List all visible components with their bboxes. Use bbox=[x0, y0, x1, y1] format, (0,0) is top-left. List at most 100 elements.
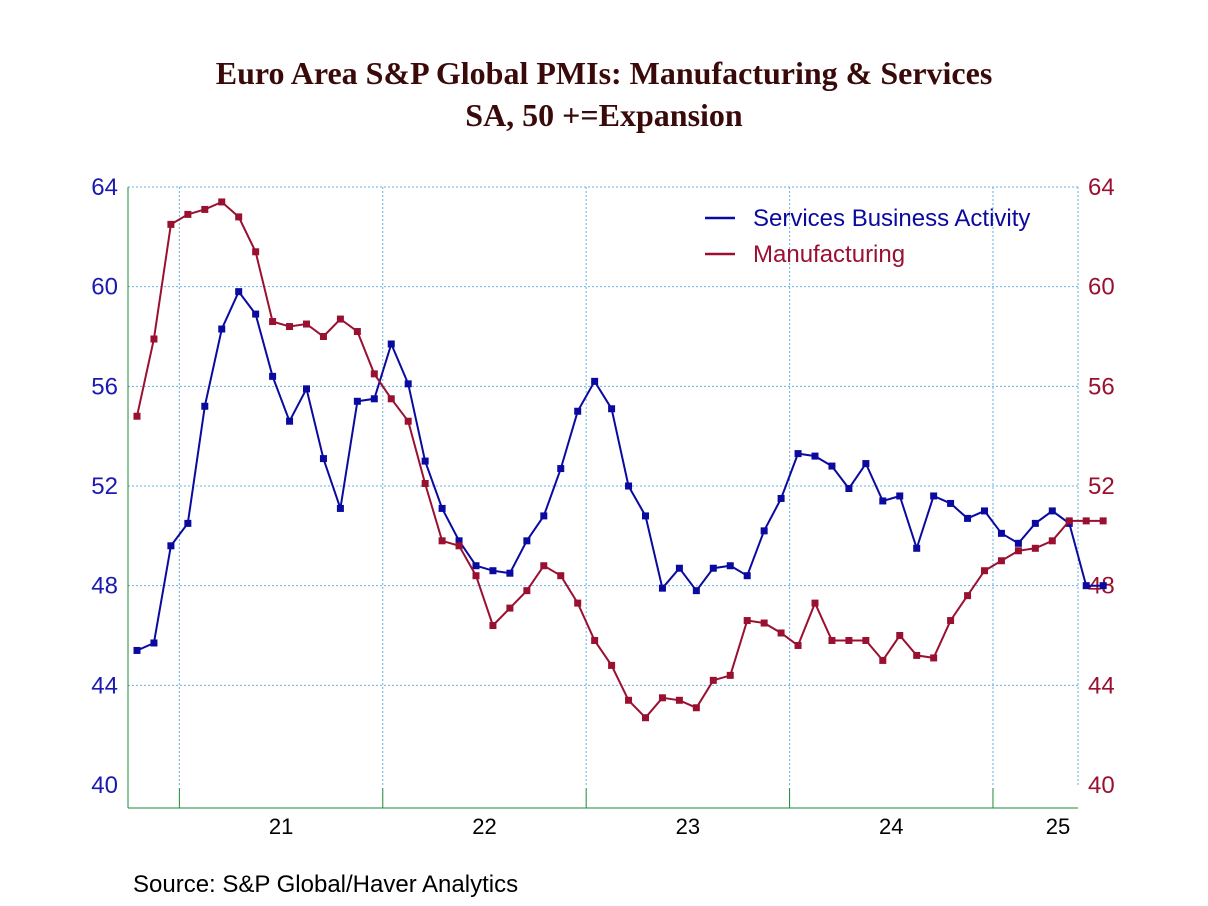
data-point bbox=[1014, 539, 1022, 547]
data-point bbox=[879, 497, 887, 505]
legend: Services Business Activity Manufacturing bbox=[705, 205, 1030, 268]
data-point bbox=[319, 455, 327, 463]
data-point bbox=[997, 557, 1005, 565]
data-point bbox=[387, 395, 395, 403]
data-point bbox=[675, 696, 683, 704]
data-point bbox=[133, 412, 141, 420]
y-tick-left: 44 bbox=[91, 672, 118, 699]
y-tick-right: 52 bbox=[1088, 473, 1115, 500]
series bbox=[133, 198, 1107, 722]
data-point bbox=[472, 572, 480, 580]
data-point bbox=[167, 220, 175, 228]
data-point bbox=[709, 564, 717, 572]
data-point bbox=[981, 567, 988, 575]
data-point bbox=[608, 661, 616, 669]
data-point bbox=[879, 656, 887, 664]
data-point bbox=[1031, 519, 1039, 527]
series-line bbox=[136, 200, 1104, 720]
y-tick-right: 60 bbox=[1088, 274, 1115, 301]
series-manufacturing bbox=[133, 198, 1107, 722]
chart-title: Euro Area S&P Global PMIs: Manufacturing… bbox=[0, 52, 1208, 136]
y-tick-right: 64 bbox=[1088, 174, 1115, 201]
x-tick-label: 23 bbox=[676, 814, 700, 839]
data-point bbox=[1099, 582, 1107, 590]
data-point bbox=[353, 397, 361, 405]
data-point bbox=[557, 572, 565, 580]
data-point bbox=[981, 507, 988, 515]
data-point bbox=[1048, 537, 1056, 545]
y-tick-left: 52 bbox=[91, 473, 118, 500]
data-point bbox=[828, 462, 836, 470]
data-point bbox=[201, 205, 209, 213]
data-point bbox=[743, 617, 751, 625]
data-point bbox=[709, 676, 717, 684]
data-point bbox=[421, 457, 429, 465]
x-tick-label: 24 bbox=[879, 814, 903, 839]
data-point bbox=[692, 587, 700, 595]
data-point bbox=[1031, 544, 1039, 552]
data-point bbox=[472, 562, 480, 570]
data-point bbox=[794, 450, 802, 458]
y-tick-left: 56 bbox=[91, 373, 118, 400]
data-point bbox=[930, 492, 938, 500]
data-point bbox=[760, 619, 768, 627]
data-point bbox=[286, 323, 294, 331]
data-point bbox=[506, 569, 514, 577]
data-point bbox=[404, 380, 412, 388]
data-point bbox=[319, 333, 327, 340]
x-tick-label: 25 bbox=[1046, 814, 1070, 839]
data-point bbox=[218, 198, 226, 206]
data-point bbox=[523, 537, 531, 545]
gridlines bbox=[128, 186, 1079, 785]
series-services bbox=[133, 288, 1107, 654]
data-point bbox=[252, 310, 260, 318]
data-point bbox=[235, 288, 243, 296]
data-point bbox=[1082, 582, 1090, 590]
data-point bbox=[811, 452, 819, 460]
data-point bbox=[286, 417, 294, 425]
data-point bbox=[845, 484, 853, 492]
data-point bbox=[523, 587, 531, 595]
data-point bbox=[828, 636, 836, 644]
legend-label: Services Business Activity bbox=[753, 205, 1030, 232]
data-point bbox=[658, 694, 666, 702]
source-note: Source: S&P Global/Haver Analytics bbox=[133, 871, 519, 898]
data-point bbox=[743, 572, 751, 580]
data-point bbox=[760, 527, 768, 535]
data-point bbox=[642, 714, 649, 722]
chart-title-line1: Euro Area S&P Global PMIs: Manufacturing… bbox=[215, 55, 993, 91]
data-point bbox=[862, 636, 870, 644]
data-point bbox=[1048, 507, 1056, 515]
y-tick-left: 64 bbox=[91, 174, 118, 201]
data-point bbox=[692, 704, 700, 712]
data-point bbox=[658, 584, 666, 592]
data-point bbox=[726, 562, 734, 570]
data-point bbox=[811, 599, 819, 607]
data-point bbox=[574, 599, 582, 607]
data-point bbox=[1099, 517, 1107, 525]
data-point bbox=[387, 340, 395, 348]
data-point bbox=[964, 592, 972, 600]
y-tick-right: 44 bbox=[1088, 672, 1115, 699]
y-tick-right: 40 bbox=[1088, 772, 1115, 799]
data-point bbox=[913, 544, 921, 552]
data-point bbox=[455, 537, 463, 545]
data-point bbox=[675, 564, 683, 572]
data-point bbox=[947, 617, 955, 625]
data-point bbox=[1014, 547, 1022, 555]
axes: 40404444484852525656606064642122232425 bbox=[91, 174, 1114, 839]
data-point bbox=[794, 641, 802, 649]
data-point bbox=[269, 372, 277, 380]
data-point bbox=[591, 636, 599, 644]
data-point bbox=[1065, 517, 1073, 525]
data-point bbox=[235, 213, 243, 221]
data-point bbox=[269, 318, 277, 326]
y-tick-left: 48 bbox=[91, 573, 118, 600]
data-point bbox=[540, 562, 548, 570]
data-point bbox=[218, 325, 226, 333]
data-point bbox=[540, 512, 548, 520]
data-point bbox=[726, 671, 734, 679]
data-point bbox=[252, 248, 260, 256]
y-tick-left: 40 bbox=[91, 772, 118, 799]
data-point bbox=[896, 632, 904, 639]
